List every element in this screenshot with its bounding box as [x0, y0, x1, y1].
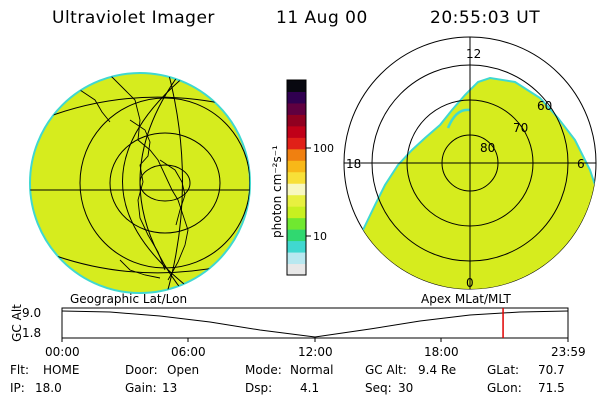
colorbar-frame: [286, 79, 307, 276]
status-ip-value: 18.0: [35, 381, 62, 395]
mlat-label-80: 80: [480, 141, 495, 155]
colorbar-swatch: [287, 194, 306, 207]
colorbar-swatch: [287, 217, 306, 230]
mlat-label-60: 60: [537, 99, 552, 113]
colorbar-unit-label: photon cm⁻²s⁻¹: [270, 145, 284, 238]
status-glat-value: 70.7: [538, 363, 565, 377]
colorbar-swatch: [287, 125, 306, 138]
time-tick-1800: 18:00: [424, 345, 459, 359]
status-dsp-key: Dsp:: [245, 381, 273, 395]
colorbar-swatch: [287, 80, 306, 92]
status-mode-key: Mode:: [245, 363, 282, 377]
polar-plot: 12 18 6 0 80 70 60: [343, 36, 597, 290]
globe-caption: Geographic Lat/Lon: [70, 292, 188, 306]
colorbar-swatch: [287, 206, 306, 219]
geographic-globe: [29, 72, 251, 294]
mlt-label-6: 6: [577, 157, 585, 171]
polar-caption: Apex MLat/MLT: [421, 292, 511, 306]
colorbar-swatch: [287, 240, 306, 253]
status-gain-key: Gain:: [125, 381, 157, 395]
status-dsp-value: 4.1: [300, 381, 320, 395]
status-seq-value: 30: [398, 381, 414, 395]
status-mode-value: Normal: [290, 363, 334, 377]
colorbar-swatch: [287, 137, 306, 150]
mlat-label-70: 70: [513, 121, 528, 135]
polar-grid: [344, 37, 596, 289]
altitude-track: [61, 307, 569, 342]
altitude-tick-high: 9.0: [22, 306, 42, 320]
time-ticks-marks: [61, 338, 569, 342]
status-gcalt-value: 9.4 Re: [418, 363, 457, 377]
colorbar-swatch: [287, 252, 306, 265]
time-tick-2359: 23:59: [551, 345, 586, 359]
colorbar-swatch: [287, 229, 306, 242]
time-tick-0000: 00:00: [45, 345, 80, 359]
status-gcalt-key: GC Alt:: [365, 363, 407, 377]
status-glon-value: 71.5: [538, 381, 565, 395]
colorbar-tick-10: 10: [313, 230, 327, 243]
colorbar-swatch: [287, 91, 306, 104]
colorbar-tick-100: 100: [313, 142, 334, 155]
altitude-tick-low: 1.8: [22, 326, 42, 340]
date-label: 11 Aug 00: [276, 8, 368, 28]
altitude-frame: [61, 307, 569, 339]
color-bar: [286, 79, 307, 276]
status-gain-value: 13: [162, 381, 178, 395]
time-label: 20:55:03 UT: [430, 8, 541, 28]
colorbar-swatch: [287, 102, 306, 115]
time-tick-0600: 06:00: [171, 345, 206, 359]
status-ip-key: IP:: [10, 381, 25, 395]
mlt-label-0: 0: [466, 276, 474, 290]
mlt-label-18: 18: [346, 157, 361, 171]
colorbar-swatch: [287, 263, 306, 276]
colorbar-swatch: [287, 160, 306, 173]
status-flt-key: Flt:: [10, 363, 29, 377]
instrument-title: Ultraviolet Imager: [52, 8, 215, 28]
status-door-key: Door:: [125, 363, 158, 377]
time-tick-1200: 12:00: [298, 345, 333, 359]
status-seq-key: Seq:: [365, 381, 392, 395]
colorbar-swatch: [287, 183, 306, 196]
colorbar-swatch: [287, 171, 306, 184]
colorbar-swatch: [287, 114, 306, 127]
colorbar-ticks: [306, 147, 311, 237]
mlt-label-12: 12: [466, 47, 481, 61]
altitude-curve: [61, 310, 569, 338]
status-flt-value: HOME: [43, 363, 80, 377]
colorbar-swatch: [287, 148, 306, 161]
status-glon-key: GLon:: [487, 381, 522, 395]
status-door-value: Open: [167, 363, 200, 377]
arc-feature: [446, 108, 471, 129]
status-glat-key: GLat:: [487, 363, 520, 377]
